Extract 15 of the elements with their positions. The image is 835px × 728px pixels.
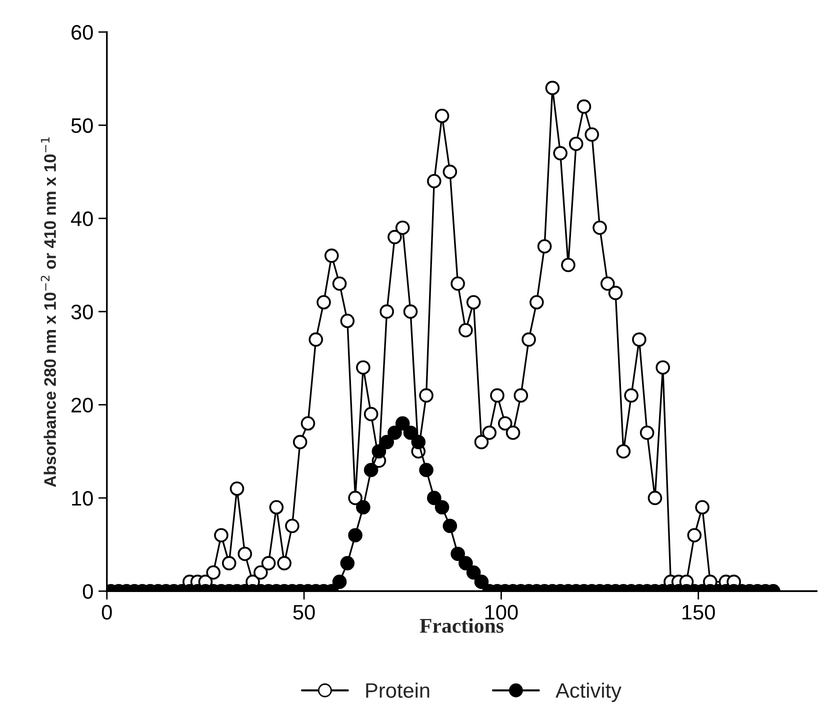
y-tick-label: 20 bbox=[72, 398, 93, 413]
y-tick-label: 0 bbox=[82, 584, 93, 599]
x-tick-label: 100 bbox=[485, 604, 518, 620]
x-tick-label: 0 bbox=[102, 604, 112, 620]
y-tick-label: 10 bbox=[72, 490, 93, 506]
y-tick-label: 30 bbox=[71, 304, 93, 320]
x-tick-label: 150 bbox=[682, 604, 715, 620]
legend-label: Activity bbox=[556, 682, 622, 702]
legend-label: Protein bbox=[366, 682, 430, 698]
x-axis-title: Fractions bbox=[420, 618, 504, 633]
y-tick-label: 50 bbox=[71, 118, 93, 133]
y-tick-label: 60 bbox=[72, 25, 93, 40]
y-tick-label: 40 bbox=[70, 211, 93, 226]
x-tick-label: 50 bbox=[293, 604, 315, 620]
y-axis-title: Absorbance 280 nm x 10$^{−2}$ or 410 nm x 10$^{−1}$ bbox=[40, 137, 56, 488]
